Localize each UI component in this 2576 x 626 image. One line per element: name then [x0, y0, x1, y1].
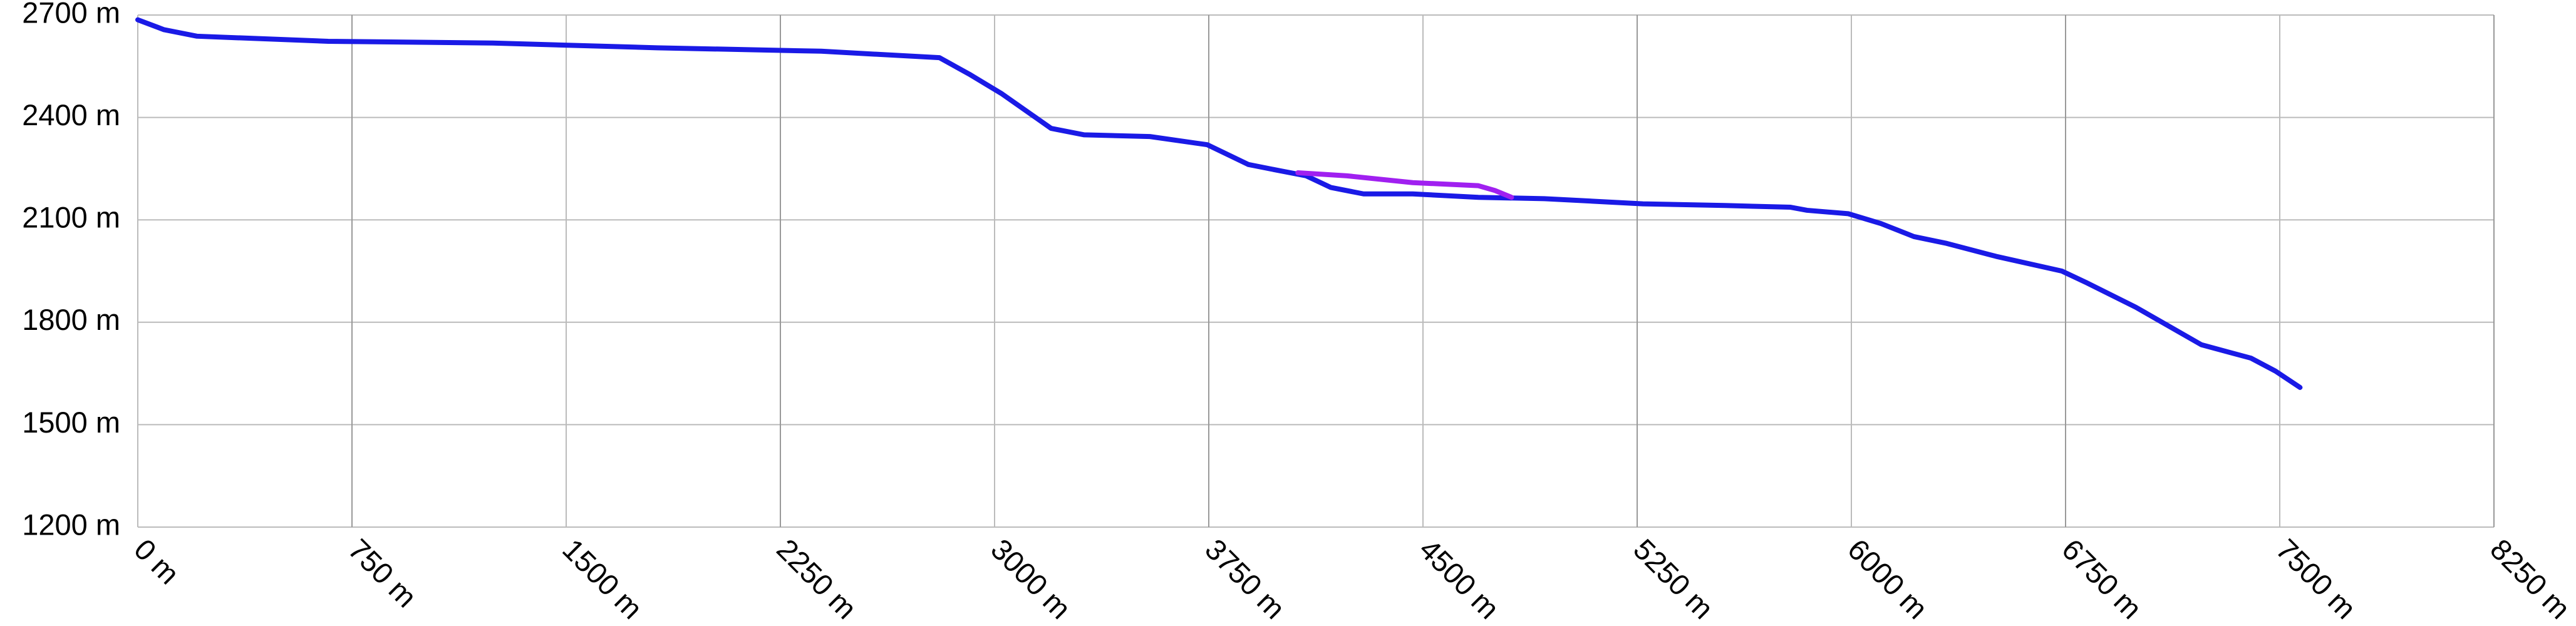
- x-tick-label: 0 m: [128, 532, 186, 590]
- x-tick-label: 4500 m: [1413, 532, 1506, 625]
- x-tick-label: 750 m: [342, 532, 423, 613]
- x-tick-label: 2250 m: [770, 532, 863, 625]
- y-tick-label: 1800 m: [22, 303, 120, 336]
- x-tick-label: 1500 m: [556, 532, 649, 625]
- x-tick-label: 6000 m: [1841, 532, 1934, 625]
- y-tick-label: 2700 m: [22, 0, 120, 29]
- x-tick-label: 3750 m: [1199, 532, 1291, 625]
- line-series: [135, 17, 2303, 390]
- y-tick-label: 1500 m: [22, 406, 120, 439]
- x-tick-label: 8250 m: [2484, 532, 2576, 625]
- line-series: [1295, 170, 1514, 200]
- y-tick-label: 1200 m: [22, 508, 120, 541]
- y-tick-label: 2400 m: [22, 98, 120, 131]
- y-tick-label: 2100 m: [22, 201, 120, 234]
- x-tick-label: 7500 m: [2270, 532, 2362, 625]
- x-tick-label: 5250 m: [1627, 532, 1720, 625]
- x-tick-label: 3000 m: [985, 532, 1077, 625]
- x-tick-label: 6750 m: [2056, 532, 2148, 625]
